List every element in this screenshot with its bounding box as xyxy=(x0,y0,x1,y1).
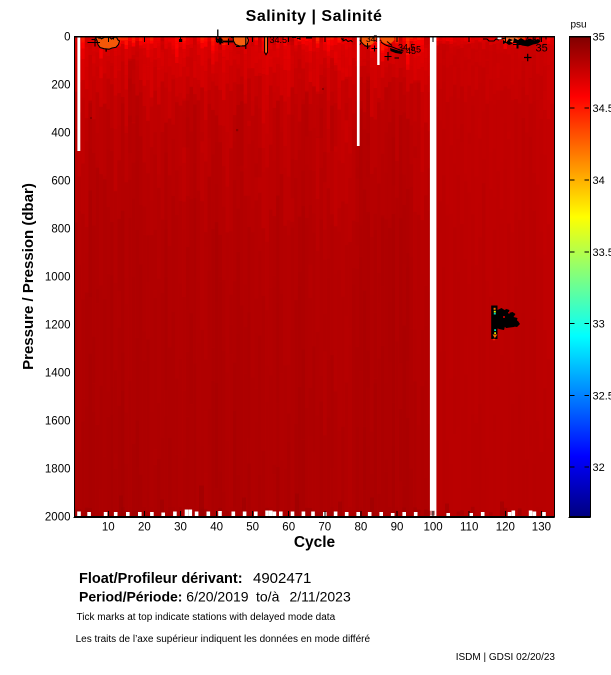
svg-text:psu: psu xyxy=(571,20,587,31)
svg-text:32.5: 32.5 xyxy=(593,390,611,402)
svg-text:80: 80 xyxy=(355,522,368,534)
svg-text:2/11/2023: 2/11/2023 xyxy=(290,589,351,605)
svg-text:34: 34 xyxy=(593,175,605,187)
svg-text:Period/Période:: Period/Période: xyxy=(79,589,182,605)
svg-text:34.5: 34.5 xyxy=(593,103,611,115)
svg-text:34.5: 34.5 xyxy=(270,35,288,45)
svg-text:50: 50 xyxy=(246,522,259,534)
svg-text:60: 60 xyxy=(282,522,295,534)
svg-text:35: 35 xyxy=(536,43,548,55)
svg-text:110: 110 xyxy=(460,522,478,534)
svg-text:Cycle: Cycle xyxy=(294,534,336,551)
svg-text:400: 400 xyxy=(51,128,70,140)
svg-text:0: 0 xyxy=(373,33,378,43)
svg-text:200: 200 xyxy=(51,80,70,92)
svg-text:Pressure / Pression (dbar): Pressure / Pression (dbar) xyxy=(20,183,37,370)
svg-text:6/20/2019: 6/20/2019 xyxy=(186,589,248,605)
svg-text:130: 130 xyxy=(532,522,551,534)
svg-text:20: 20 xyxy=(138,522,151,534)
svg-text:120: 120 xyxy=(496,522,515,534)
svg-text:1400: 1400 xyxy=(45,368,71,380)
svg-text:45: 45 xyxy=(406,46,416,56)
svg-text:4.5: 4.5 xyxy=(525,36,538,46)
svg-text:Float/Profileur dérivant:: Float/Profileur dérivant: xyxy=(79,571,243,587)
svg-text:90: 90 xyxy=(391,522,404,534)
svg-text:34.5: 34.5 xyxy=(398,43,416,53)
svg-text:100: 100 xyxy=(424,522,443,534)
svg-text:1600: 1600 xyxy=(45,416,71,428)
svg-text:0: 0 xyxy=(64,32,70,44)
svg-text:Tick marks at top indicate sta: Tick marks at top indicate stations with… xyxy=(77,612,336,623)
svg-text:Les traits de l’axe supérieur: Les traits de l’axe supérieur indiquent … xyxy=(76,634,371,645)
svg-text:Salinity | Salinité: Salinity | Salinité xyxy=(246,8,383,25)
svg-text:2000: 2000 xyxy=(45,512,71,524)
svg-text:70: 70 xyxy=(318,522,331,534)
svg-text:1000: 1000 xyxy=(45,272,71,284)
svg-text:to/à: to/à xyxy=(256,589,280,605)
svg-text:33: 33 xyxy=(593,319,605,331)
svg-text:600: 600 xyxy=(51,176,70,188)
svg-text:5: 5 xyxy=(508,315,513,324)
svg-text:1200: 1200 xyxy=(45,320,71,332)
svg-text:ISDM | GDSI 02/20/23: ISDM | GDSI 02/20/23 xyxy=(456,652,556,663)
svg-text:5: 5 xyxy=(416,45,421,55)
svg-text:35: 35 xyxy=(593,32,605,44)
svg-text:30: 30 xyxy=(174,522,187,534)
svg-text:1800: 1800 xyxy=(45,464,71,476)
svg-text:33.5: 33.5 xyxy=(593,247,611,259)
svg-text:800: 800 xyxy=(51,224,70,236)
svg-text:34.45: 34.45 xyxy=(366,34,388,44)
svg-text:40: 40 xyxy=(210,522,223,534)
svg-text:10: 10 xyxy=(102,522,115,534)
svg-text:4902471: 4902471 xyxy=(253,570,311,587)
svg-text:32: 32 xyxy=(593,462,605,474)
